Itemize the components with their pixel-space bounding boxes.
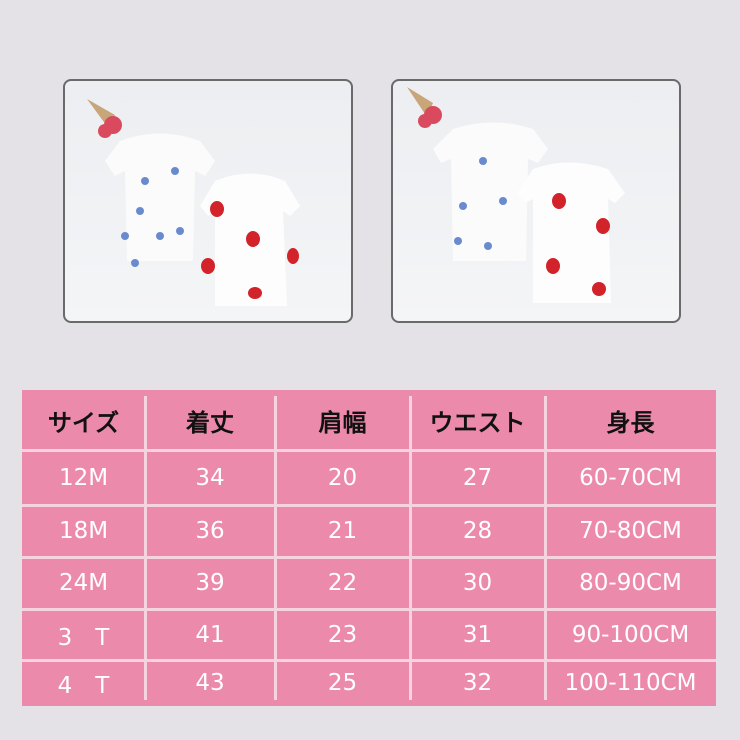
cell-length: 34: [195, 464, 225, 491]
header-shoulder: 肩幅: [318, 408, 367, 437]
cell-size: 4 T: [57, 673, 110, 699]
cell-waist: 28: [462, 518, 493, 544]
divider: [22, 659, 716, 662]
cell-length: 39: [195, 570, 225, 596]
cell-length: 36: [195, 518, 225, 544]
cell-size: 24M: [58, 570, 109, 596]
cell-shoulder: 22: [327, 570, 358, 596]
cell-waist: 32: [462, 670, 493, 696]
cell-height: 70-80CM: [579, 518, 682, 544]
divider: [22, 608, 716, 611]
divider: [274, 396, 277, 700]
cell-height: 100-110CM: [564, 670, 697, 696]
cell-height: 90-100CM: [571, 621, 690, 648]
header-length: 着丈: [186, 408, 234, 437]
cell-size: 3 T: [57, 624, 110, 651]
table-header-row: サイズ 着丈 肩幅 ウエスト 身長: [22, 390, 716, 450]
cell-length: 43: [195, 670, 225, 696]
divider: [409, 396, 412, 700]
divider: [22, 504, 716, 507]
cell-height: 60-70CM: [579, 464, 682, 491]
table-row: 12M 34 20 27 60-70CM: [22, 450, 716, 505]
table-row: 24M 39 22 30 80-90CM: [22, 557, 716, 609]
header-waist: ウエスト: [429, 408, 526, 437]
header-size: サイズ: [47, 408, 120, 437]
cell-height: 80-90CM: [579, 570, 682, 596]
cell-shoulder: 23: [327, 621, 358, 648]
shirts-image: [87, 99, 300, 306]
table-row: 4 T 43 25 32 100-110CM: [22, 660, 716, 706]
divider: [22, 449, 716, 452]
cell-shoulder: 25: [327, 670, 358, 696]
table-row: 18M 36 21 28 70-80CM: [22, 505, 716, 557]
product-photo-front: [63, 79, 353, 323]
divider: [22, 556, 716, 559]
shirts-back-image: [407, 87, 625, 303]
table-row: 3 T 41 23 31 90-100CM: [22, 609, 716, 660]
cell-size: 12M: [58, 464, 109, 491]
cell-waist: 30: [462, 570, 493, 596]
cell-length: 41: [195, 621, 225, 648]
header-height: 身長: [606, 408, 655, 437]
product-photo-back: [391, 79, 681, 323]
size-chart-table: サイズ 着丈 肩幅 ウエスト 身長 12M 34 20 27 60-70CM 18M 36 2…: [22, 390, 716, 706]
cell-shoulder: 20: [327, 464, 358, 491]
divider: [544, 396, 547, 700]
divider: [144, 396, 147, 700]
cell-shoulder: 21: [327, 518, 358, 544]
cell-size: 18M: [58, 518, 109, 544]
cell-waist: 27: [462, 464, 493, 491]
cell-waist: 31: [462, 621, 493, 648]
